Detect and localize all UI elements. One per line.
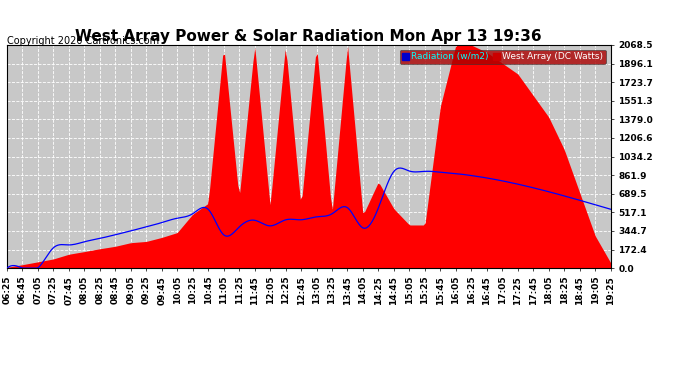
Title: West Array Power & Solar Radiation Mon Apr 13 19:36: West Array Power & Solar Radiation Mon A…	[75, 29, 542, 44]
Text: Copyright 2020 Cartronics.com: Copyright 2020 Cartronics.com	[7, 36, 159, 46]
Legend: Radiation (w/m2), West Array (DC Watts): Radiation (w/m2), West Array (DC Watts)	[400, 50, 606, 64]
